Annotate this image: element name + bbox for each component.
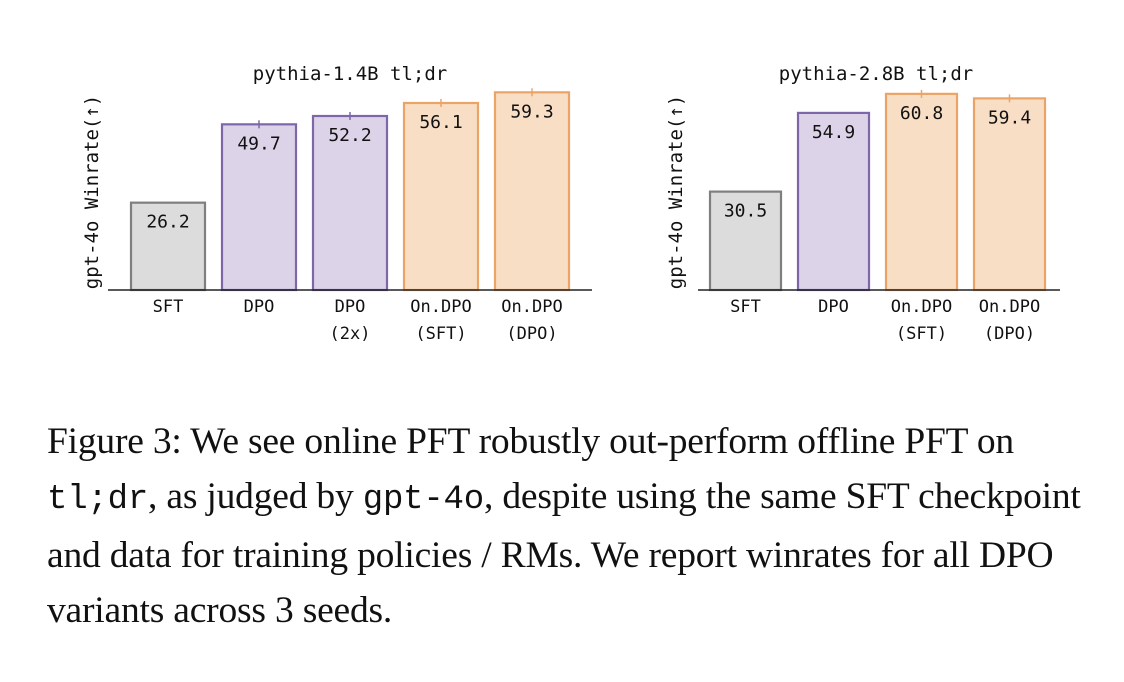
chart-title: pythia-2.8B tl;dr xyxy=(779,63,973,85)
bar xyxy=(796,111,871,292)
bar-group: 26.2 SFT 49.7 DPO 52.2 DPO (2x) 56.1 On.DPO (SFT)… xyxy=(129,88,571,344)
chart-title: pythia-1.4B tl;dr xyxy=(253,63,447,85)
caption-code-dataset: tl;dr xyxy=(47,481,149,519)
chart-panel-pythia-1-4b: pythia-1.4B tl;dr gpt-4o Winrate(↑) 26.2… xyxy=(81,63,592,344)
x-tick-label: (DPO) xyxy=(984,324,1035,344)
value-label: 26.2 xyxy=(146,212,189,233)
y-axis-label: gpt-4o Winrate(↑) xyxy=(81,95,103,289)
x-tick-label: (DPO) xyxy=(506,324,557,344)
x-tick-label: On.DPO xyxy=(891,297,952,317)
x-tick-label: SFT xyxy=(730,297,761,317)
y-axis-label: gpt-4o Winrate(↑) xyxy=(665,95,687,289)
value-label: 60.8 xyxy=(900,103,943,124)
caption-text: We see online PFT robustly out-perform o… xyxy=(190,421,1014,462)
value-label: 52.2 xyxy=(328,125,371,146)
chart-panel-pythia-2-8b: pythia-2.8B tl;dr gpt-4o Winrate(↑) 30.5… xyxy=(665,63,1060,344)
bar xyxy=(708,190,783,292)
x-tick-label: DPO xyxy=(335,297,366,317)
figure-caption: Figure 3: We see online PFT robustly out… xyxy=(47,414,1107,638)
caption-code-judge: gpt-4o xyxy=(362,481,484,519)
x-tick-label: (SFT) xyxy=(415,324,466,344)
x-tick-label: (2x) xyxy=(330,324,371,344)
bar xyxy=(884,92,959,292)
x-tick-label: On.DPO xyxy=(410,297,471,317)
value-label: 56.1 xyxy=(419,112,462,133)
x-tick-label: On.DPO xyxy=(979,297,1040,317)
x-tick-label: DPO xyxy=(818,297,849,317)
x-tick-label: On.DPO xyxy=(501,297,562,317)
value-label: 49.7 xyxy=(237,133,280,154)
value-label: 59.4 xyxy=(988,107,1031,128)
figure-charts: pythia-1.4B tl;dr gpt-4o Winrate(↑) 26.2… xyxy=(81,63,1060,344)
value-label: 54.9 xyxy=(812,122,855,143)
x-tick-label: DPO xyxy=(244,297,275,317)
bar xyxy=(402,101,480,292)
caption-text: , despite using the same SFT checkpoint … xyxy=(47,476,1081,631)
x-tick-label: (SFT) xyxy=(896,324,947,344)
bar xyxy=(220,123,298,292)
value-label: 59.3 xyxy=(510,101,553,122)
bar-group: 30.5 SFT 54.9 DPO 60.8 On.DPO (SFT) 59.4 On.DPO (… xyxy=(708,89,1047,344)
caption-label: Figure 3: xyxy=(47,421,182,462)
caption-text: , as judged by xyxy=(148,476,354,517)
bar xyxy=(129,201,207,292)
x-tick-label: SFT xyxy=(153,297,184,317)
value-label: 30.5 xyxy=(724,201,767,222)
